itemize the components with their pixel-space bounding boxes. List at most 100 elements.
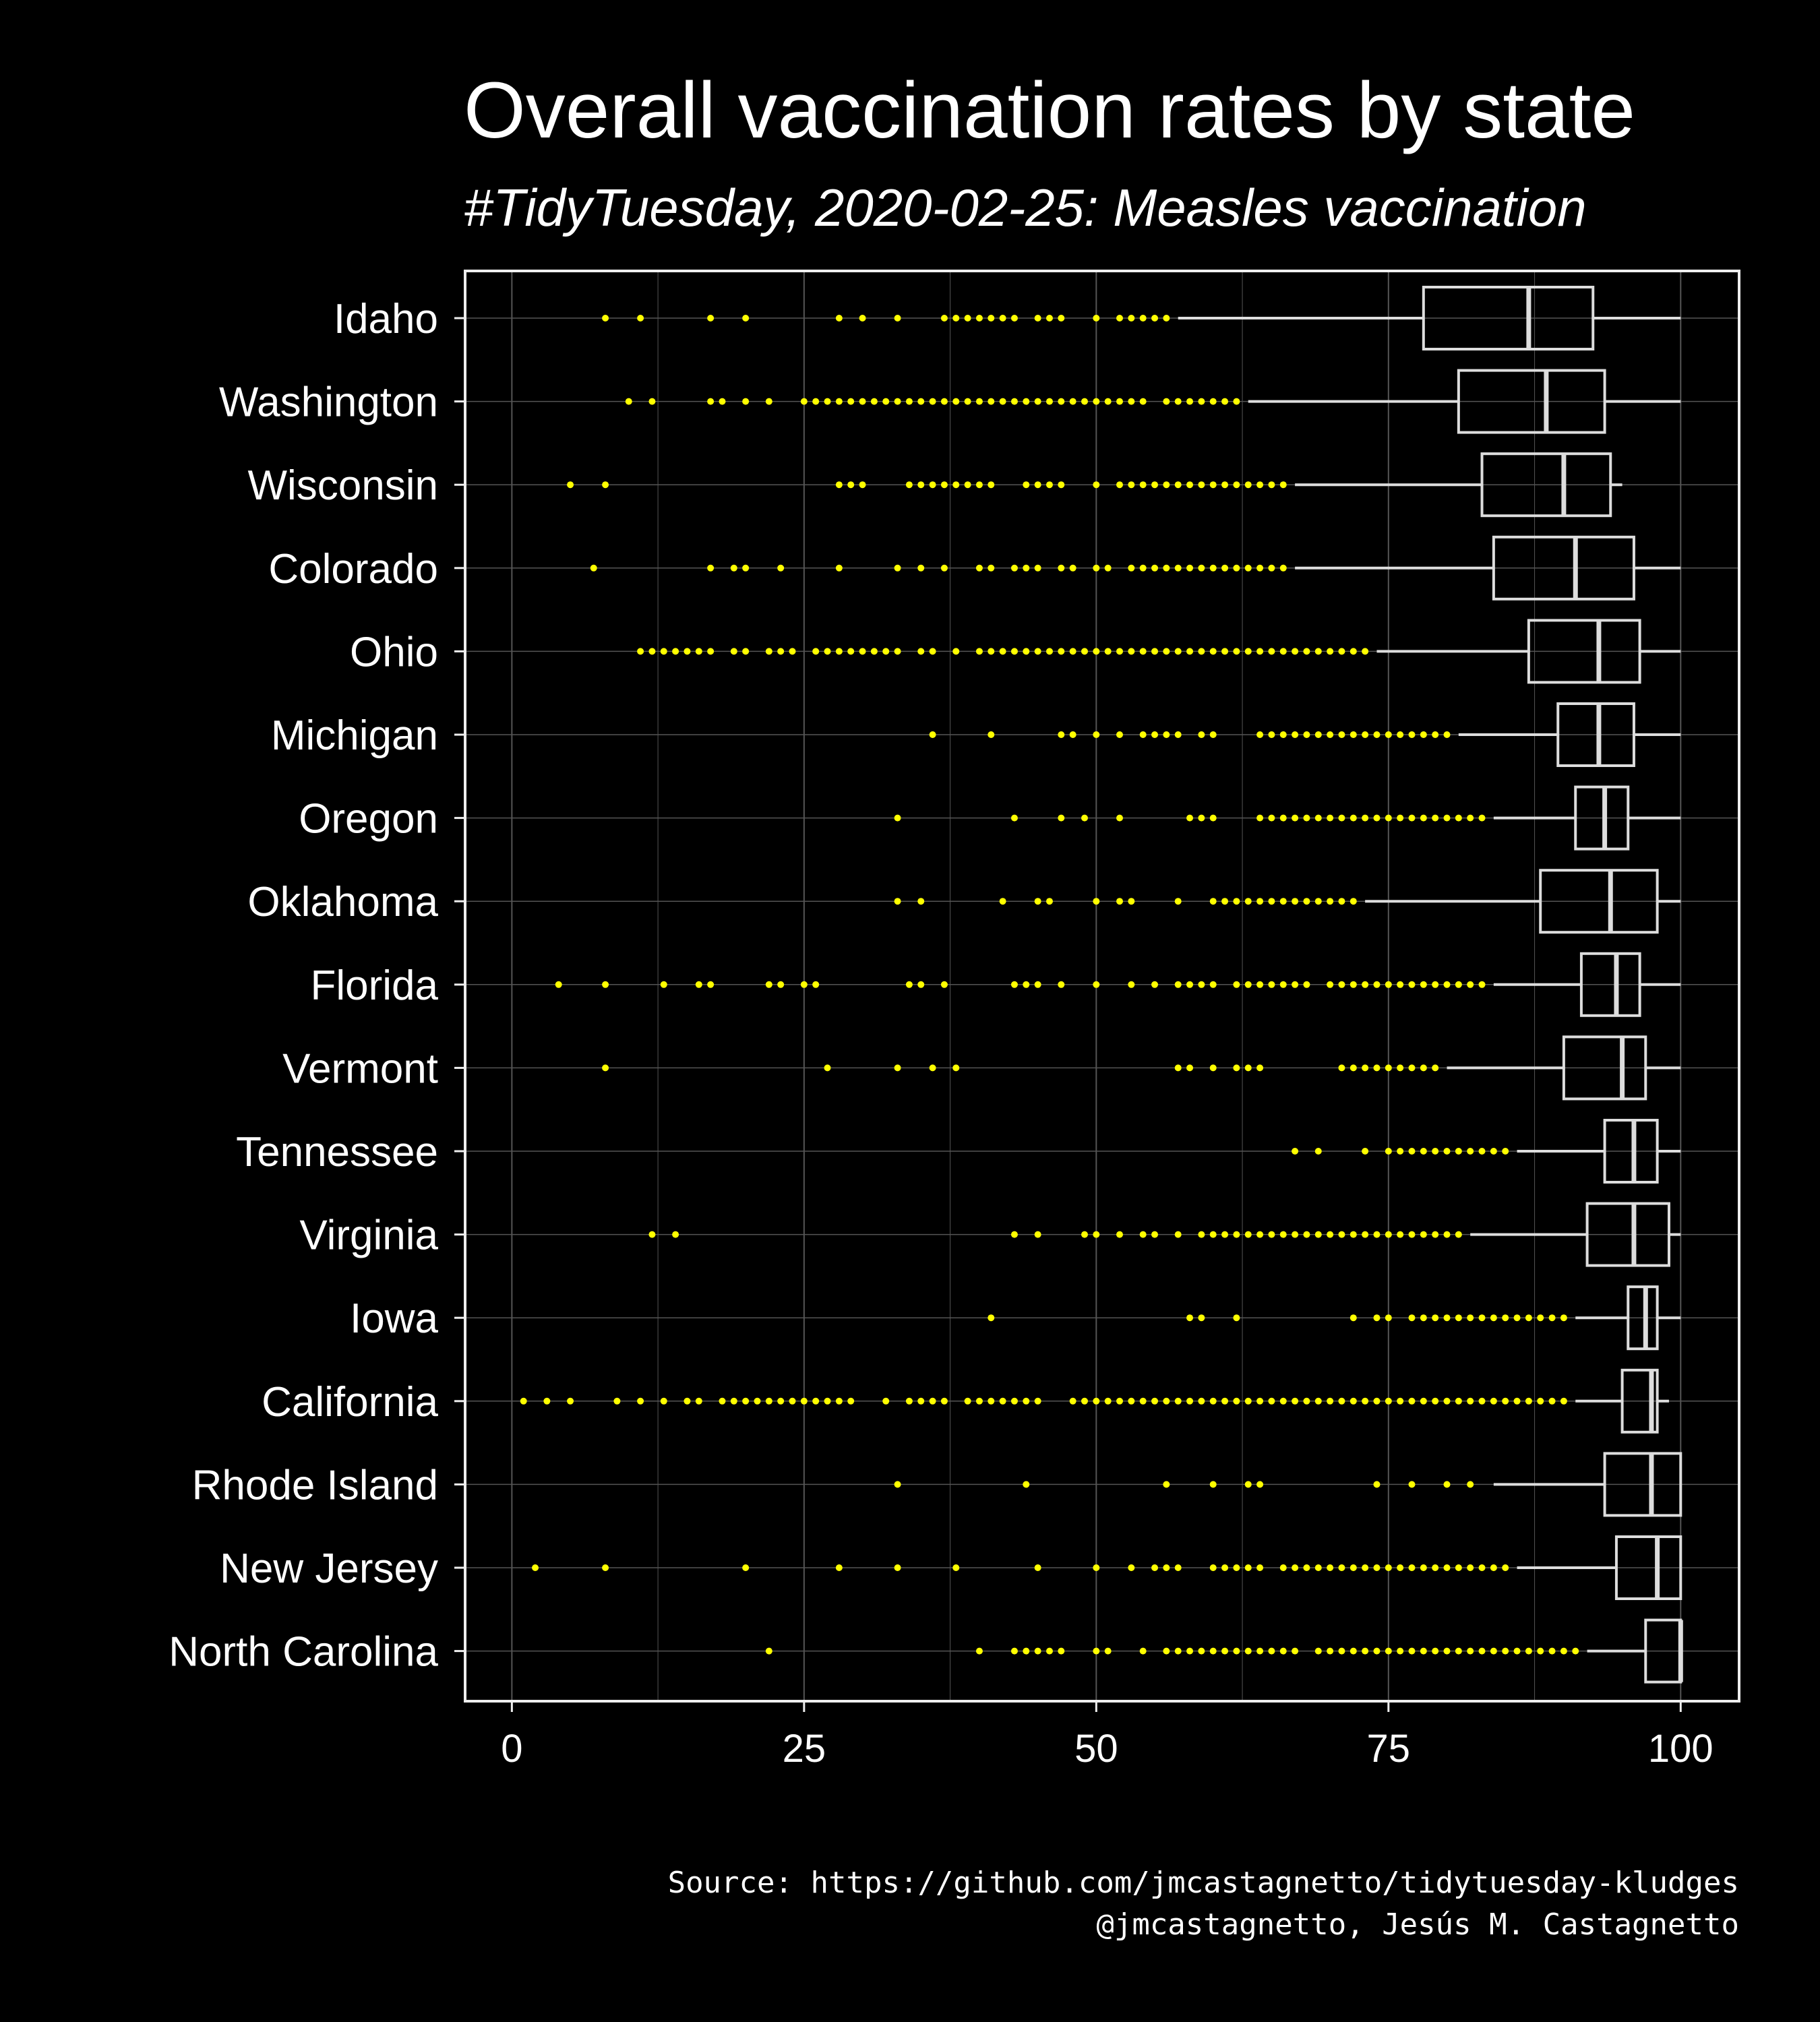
- outlier-point: [812, 648, 820, 655]
- outlier-point: [1432, 1564, 1439, 1571]
- outlier-point: [1045, 481, 1053, 489]
- outlier-point: [1034, 315, 1041, 321]
- outlier-point: [1279, 1231, 1287, 1238]
- outlier-point: [988, 315, 995, 321]
- outlier-point: [1362, 1064, 1369, 1072]
- outlier-point: [742, 315, 750, 321]
- state-rows: [520, 286, 1683, 1684]
- iqr-box: [1627, 1285, 1659, 1351]
- x-tick-label: 0: [501, 1727, 522, 1771]
- outlier-point: [1268, 731, 1275, 738]
- outlier-point: [1537, 1647, 1544, 1655]
- outlier-point: [1303, 1564, 1310, 1571]
- outlier-point: [1233, 564, 1240, 572]
- outlier-point: [1338, 898, 1345, 905]
- outlier-point: [602, 1064, 609, 1072]
- outlier-point: [707, 398, 715, 405]
- outlier-point: [1256, 1564, 1264, 1571]
- chart-title: Overall vaccination rates by state: [464, 66, 1635, 155]
- outlier-point: [1256, 1231, 1264, 1238]
- outlier-point: [1338, 648, 1345, 655]
- outlier-point: [1034, 648, 1041, 655]
- outlier-point: [1128, 315, 1135, 321]
- outlier-point: [1314, 898, 1322, 905]
- outlier-point: [905, 1397, 913, 1405]
- outlier-point: [1314, 1397, 1322, 1405]
- iqr-box: [1579, 952, 1641, 1017]
- outlier-point: [1116, 315, 1124, 321]
- outlier-point: [1548, 1647, 1556, 1655]
- outlier-point: [1420, 1647, 1427, 1655]
- outlier-point: [1502, 1314, 1509, 1322]
- outlier-point: [1292, 814, 1299, 822]
- outlier-point: [1163, 315, 1170, 321]
- outlier-point: [894, 1481, 901, 1488]
- outlier-point: [999, 315, 1006, 321]
- outlier-point: [1467, 1564, 1474, 1571]
- outlier-point: [1209, 981, 1217, 988]
- outlier-point: [1397, 981, 1404, 988]
- outlier-point: [1093, 398, 1100, 405]
- outlier-point: [1292, 981, 1299, 988]
- outlier-point: [1233, 981, 1240, 988]
- outlier-point: [1010, 981, 1018, 988]
- outlier-point: [1349, 1647, 1357, 1655]
- outlier-point: [1139, 564, 1147, 572]
- outlier-point: [1349, 1397, 1357, 1405]
- outlier-point: [1303, 648, 1310, 655]
- outlier-point: [824, 1064, 831, 1072]
- outlier-point: [1362, 814, 1369, 822]
- outlier-point: [1268, 814, 1275, 822]
- outlier-point: [672, 1231, 679, 1238]
- state-row-washington: [625, 369, 1681, 434]
- outlier-point: [1314, 1148, 1322, 1155]
- y-tick-label: Florida: [310, 962, 438, 1009]
- outlier-point: [905, 981, 913, 988]
- outlier-point: [975, 398, 983, 405]
- outlier-point: [1420, 731, 1427, 738]
- outlier-point: [1525, 1397, 1532, 1405]
- outlier-point: [894, 648, 901, 655]
- outlier-point: [742, 1564, 750, 1571]
- outlier-point: [1432, 731, 1439, 738]
- outlier-point: [1116, 731, 1124, 738]
- outlier-point: [1292, 1231, 1299, 1238]
- outlier-point: [1034, 481, 1041, 489]
- outlier-point: [1338, 731, 1345, 738]
- outlier-point: [1443, 1397, 1451, 1405]
- outlier-point: [1023, 1481, 1030, 1488]
- outlier-point: [765, 981, 772, 988]
- outlier-point: [742, 648, 750, 655]
- outlier-point: [1314, 1647, 1322, 1655]
- outlier-point: [1151, 981, 1159, 988]
- outlier-point: [1093, 564, 1100, 572]
- outlier-point: [1221, 1397, 1229, 1405]
- state-row-michigan: [929, 702, 1681, 767]
- iqr-box: [1457, 369, 1606, 434]
- outlier-point: [1373, 814, 1381, 822]
- outlier-point: [1502, 1397, 1509, 1405]
- outlier-point: [532, 1564, 539, 1571]
- outlier-point: [1221, 1564, 1229, 1571]
- outlier-point: [917, 1397, 925, 1405]
- outlier-point: [1455, 981, 1462, 988]
- outlier-point: [1256, 981, 1264, 988]
- state-row-oregon: [894, 785, 1681, 851]
- outlier-point: [1443, 1647, 1451, 1655]
- outlier-point: [1104, 648, 1112, 655]
- outlier-point: [1385, 731, 1392, 738]
- outlier-point: [1268, 1397, 1275, 1405]
- outlier-point: [1093, 315, 1100, 321]
- outlier-point: [1432, 1397, 1439, 1405]
- outlier-point: [1244, 648, 1252, 655]
- outlier-point: [882, 398, 890, 405]
- outlier-point: [1128, 898, 1135, 905]
- outlier-point: [1023, 981, 1030, 988]
- outlier-point: [847, 648, 855, 655]
- outlier-point: [1163, 1647, 1170, 1655]
- outlier-point: [1279, 898, 1287, 905]
- outlier-point: [660, 981, 667, 988]
- outlier-point: [1327, 648, 1334, 655]
- outlier-point: [894, 564, 901, 572]
- outlier-point: [1268, 564, 1275, 572]
